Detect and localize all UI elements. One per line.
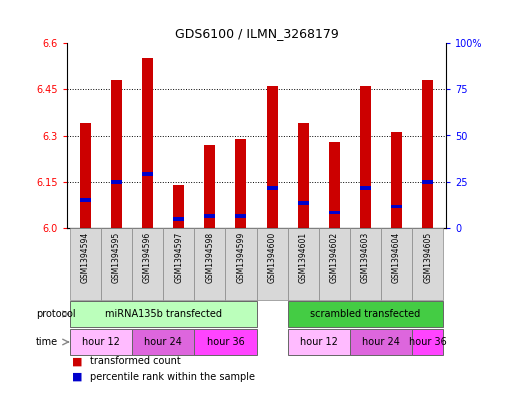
Text: hour 12: hour 12 bbox=[82, 337, 120, 347]
Bar bbox=[111, 180, 122, 184]
Text: GSM1394600: GSM1394600 bbox=[268, 231, 277, 283]
Bar bbox=[163, 228, 194, 300]
Bar bbox=[256, 228, 288, 300]
Bar bbox=[350, 329, 412, 354]
Bar bbox=[267, 86, 278, 228]
Bar bbox=[70, 228, 101, 300]
Bar bbox=[360, 86, 371, 228]
Text: transformed count: transformed count bbox=[90, 356, 181, 366]
Bar bbox=[360, 186, 371, 190]
Bar bbox=[204, 214, 215, 217]
Bar bbox=[235, 214, 246, 217]
Bar bbox=[288, 228, 319, 300]
Text: GSM1394598: GSM1394598 bbox=[205, 231, 214, 283]
Bar bbox=[422, 180, 433, 184]
Bar bbox=[70, 329, 132, 354]
Bar bbox=[391, 205, 402, 208]
Bar bbox=[412, 228, 443, 300]
Text: scrambled transfected: scrambled transfected bbox=[310, 309, 421, 319]
Text: GSM1394604: GSM1394604 bbox=[392, 231, 401, 283]
Bar bbox=[142, 59, 153, 228]
Bar bbox=[80, 198, 91, 202]
Text: miRNA135b transfected: miRNA135b transfected bbox=[105, 309, 222, 319]
Bar bbox=[194, 228, 225, 300]
Bar bbox=[173, 185, 184, 228]
Bar bbox=[235, 139, 246, 228]
Text: ■: ■ bbox=[72, 372, 82, 382]
Text: GSM1394594: GSM1394594 bbox=[81, 231, 90, 283]
Bar bbox=[142, 172, 153, 176]
Bar bbox=[391, 132, 402, 228]
Bar bbox=[70, 301, 256, 327]
Text: ■: ■ bbox=[72, 356, 82, 366]
Text: protocol: protocol bbox=[36, 309, 75, 319]
Bar bbox=[288, 329, 350, 354]
Text: GSM1394597: GSM1394597 bbox=[174, 231, 183, 283]
Text: GSM1394599: GSM1394599 bbox=[236, 231, 245, 283]
Title: GDS6100 / ILMN_3268179: GDS6100 / ILMN_3268179 bbox=[174, 28, 339, 40]
Bar bbox=[319, 228, 350, 300]
Bar bbox=[329, 211, 340, 215]
Bar bbox=[111, 80, 122, 228]
Text: GSM1394602: GSM1394602 bbox=[330, 231, 339, 283]
Bar bbox=[350, 228, 381, 300]
Bar bbox=[329, 141, 340, 228]
Text: GSM1394603: GSM1394603 bbox=[361, 231, 370, 283]
Text: time: time bbox=[36, 337, 58, 347]
Bar bbox=[132, 228, 163, 300]
Text: GSM1394605: GSM1394605 bbox=[423, 231, 432, 283]
Text: GSM1394595: GSM1394595 bbox=[112, 231, 121, 283]
Text: GSM1394601: GSM1394601 bbox=[299, 231, 308, 283]
Text: hour 36: hour 36 bbox=[409, 337, 446, 347]
Bar bbox=[267, 186, 278, 190]
Bar bbox=[194, 329, 256, 354]
Bar bbox=[204, 145, 215, 228]
Bar bbox=[288, 301, 443, 327]
Bar bbox=[225, 228, 256, 300]
Text: percentile rank within the sample: percentile rank within the sample bbox=[90, 372, 255, 382]
Text: hour 36: hour 36 bbox=[207, 337, 244, 347]
Text: hour 24: hour 24 bbox=[144, 337, 182, 347]
Bar bbox=[381, 228, 412, 300]
Bar bbox=[80, 123, 91, 228]
Bar bbox=[298, 202, 309, 205]
Text: hour 24: hour 24 bbox=[362, 337, 400, 347]
Bar bbox=[422, 80, 433, 228]
Text: GSM1394596: GSM1394596 bbox=[143, 231, 152, 283]
Bar bbox=[298, 123, 309, 228]
Bar bbox=[132, 329, 194, 354]
Text: hour 12: hour 12 bbox=[300, 337, 338, 347]
Bar bbox=[101, 228, 132, 300]
Bar bbox=[173, 217, 184, 220]
Bar bbox=[412, 329, 443, 354]
